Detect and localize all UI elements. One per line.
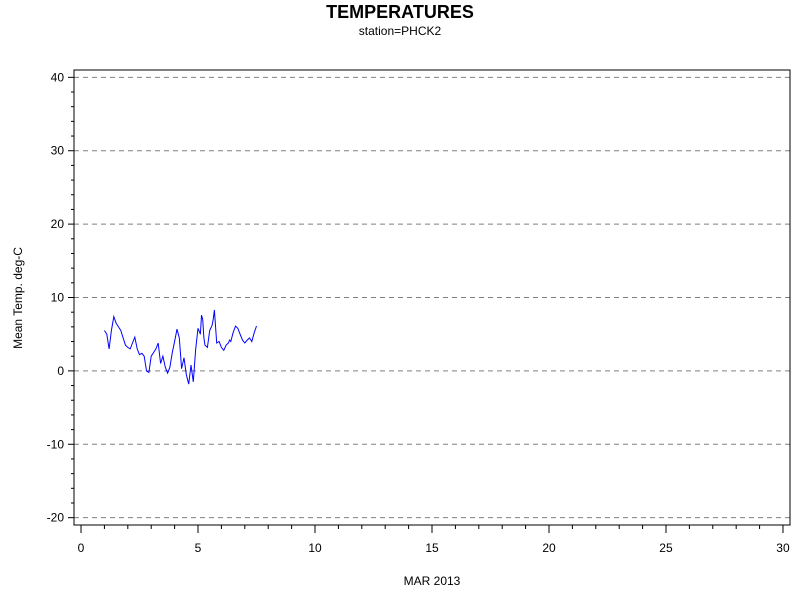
- series-layer: [103, 309, 257, 385]
- chart-subtitle: station=PHCK2: [359, 24, 442, 38]
- x-axis: 0 5 10 15 20 25 30: [74, 524, 790, 555]
- y-tick-label: -20: [47, 511, 65, 525]
- y-tick-label: 0: [57, 364, 64, 378]
- x-axis-label: MAR 2013: [404, 574, 461, 588]
- x-tick-label: 30: [776, 541, 790, 555]
- y-tick-label: 20: [51, 217, 65, 231]
- chart-title: TEMPERATURES: [326, 2, 474, 22]
- grid-lines: [74, 76, 790, 519]
- y-axis: -20 -10 0 10 20 30 40: [47, 70, 74, 525]
- x-tick-label: 10: [308, 541, 322, 555]
- x-tick-label: 25: [659, 541, 673, 555]
- temperature-series-line: [103, 309, 257, 385]
- x-tick-label: 5: [195, 541, 202, 555]
- y-tick-label: 30: [51, 144, 65, 158]
- y-tick-label: 10: [51, 291, 65, 305]
- x-tick-label: 15: [425, 541, 439, 555]
- y-axis-label: Mean Temp. deg-C: [11, 247, 25, 349]
- x-tick-label: 0: [78, 541, 85, 555]
- y-tick-label: -10: [47, 437, 65, 451]
- y-tick-label: 40: [51, 70, 65, 84]
- plot-frame: [73, 69, 791, 526]
- x-tick-label: 20: [542, 541, 556, 555]
